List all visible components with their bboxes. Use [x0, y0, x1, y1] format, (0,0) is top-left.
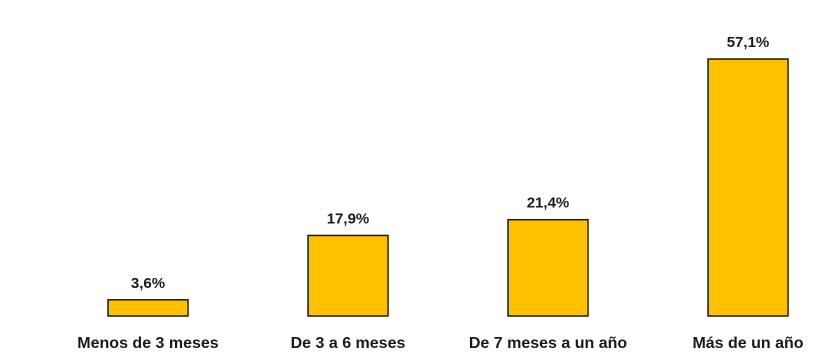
- bar: [107, 299, 189, 317]
- bar-value-label: 21,4%: [527, 195, 570, 212]
- category-label: Menos de 3 meses: [77, 335, 219, 352]
- value-labels-group: 3,6% 17,9% 21,4% 57,1%: [131, 34, 769, 292]
- bar-value-label: 57,1%: [727, 34, 770, 51]
- bar: [707, 58, 789, 317]
- bar-value-label: 17,9%: [327, 210, 370, 227]
- bar: [507, 218, 589, 317]
- category-labels-group: Menos de 3 meses De 3 a 6 meses De 7 meses…: [77, 335, 803, 352]
- bars-group: [107, 58, 789, 317]
- bar: [307, 234, 389, 317]
- category-label: De 7 meses a un año: [469, 335, 628, 352]
- category-label: De 3 a 6 meses: [291, 335, 406, 352]
- bar-value-label: 3,6%: [131, 275, 165, 292]
- category-label: Más de un año: [692, 335, 803, 352]
